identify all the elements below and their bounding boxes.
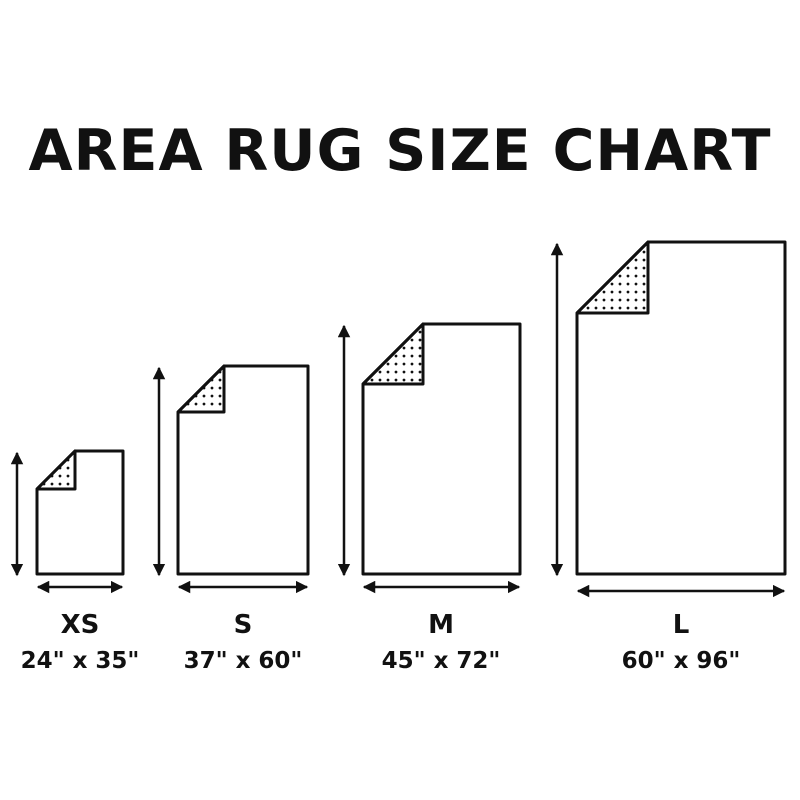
size-label-l: L — [672, 610, 690, 640]
dimension-label-m: 45" x 72" — [381, 648, 501, 674]
dimension-label-s: 37" x 60" — [183, 648, 303, 674]
chart-title: AREA RUG SIZE CHART — [28, 118, 772, 184]
rug-fold-s — [176, 364, 226, 414]
dimension-label-xs: 24" x 35" — [20, 648, 140, 674]
rug-fold-m — [361, 322, 425, 386]
size-label-m: M — [428, 610, 454, 640]
size-label-xs: XS — [60, 610, 100, 640]
dimension-label-l: 60" x 96" — [621, 648, 741, 674]
rug-fold-l — [575, 240, 650, 315]
rug-xs — [35, 449, 125, 576]
rug-fold-xs — [35, 449, 77, 491]
size-label-s: S — [233, 610, 253, 640]
